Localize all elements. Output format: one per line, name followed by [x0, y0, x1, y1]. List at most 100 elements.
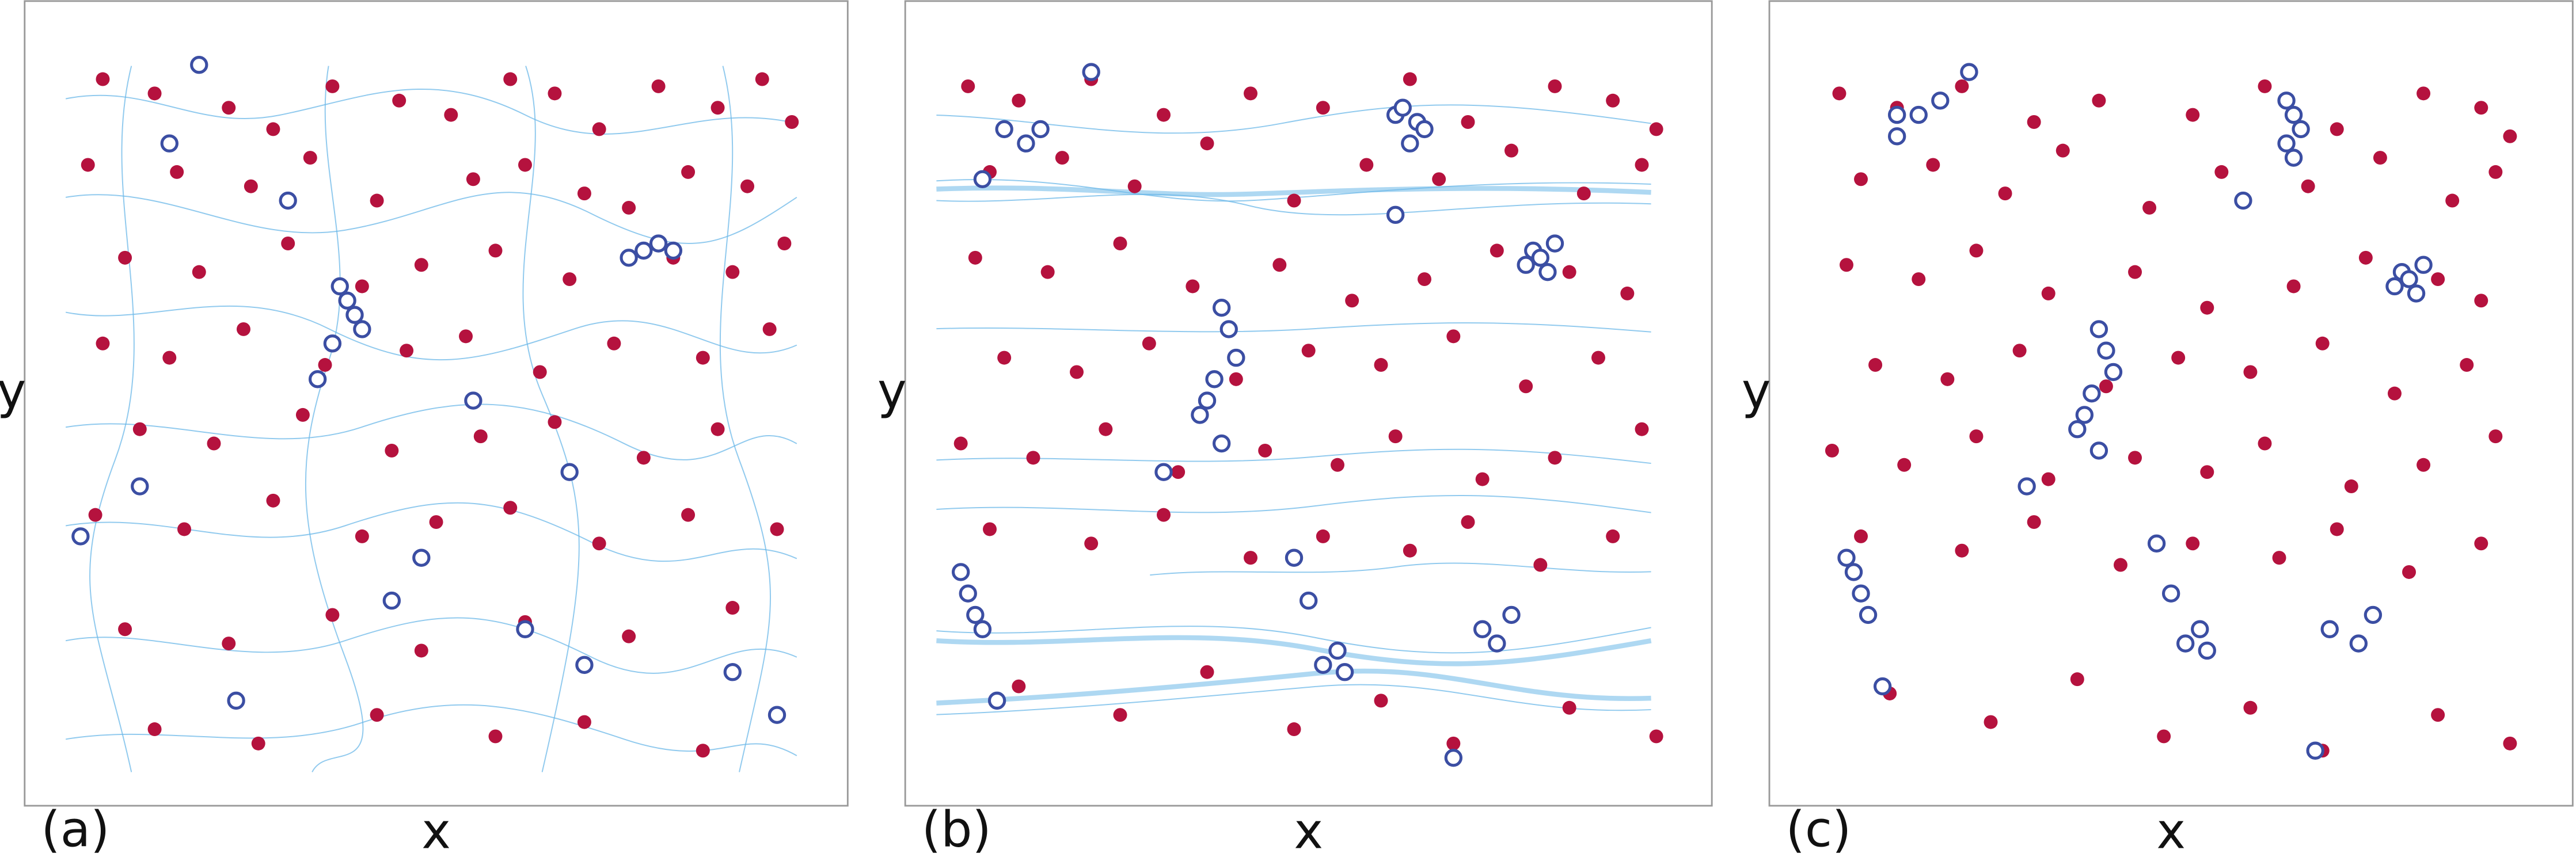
open-point — [2018, 477, 2036, 496]
open-point — [1082, 63, 1100, 81]
trail — [719, 66, 772, 772]
filled-point — [1374, 358, 1388, 372]
trail — [65, 502, 797, 562]
open-point — [1517, 256, 1535, 274]
open-point — [353, 320, 371, 338]
filled-point — [2012, 344, 2027, 358]
open-point — [2097, 341, 2115, 360]
y-axis-label: y — [877, 363, 907, 420]
trail — [936, 179, 1651, 202]
filled-point — [1591, 351, 1605, 365]
open-point — [2068, 420, 2087, 439]
open-point — [1909, 105, 1928, 124]
open-point — [2089, 320, 2108, 338]
filled-point — [81, 158, 95, 172]
filled-point — [1969, 429, 1984, 444]
open-point — [2104, 363, 2123, 382]
open-point — [1473, 620, 1492, 638]
filled-point — [2092, 93, 2106, 108]
open-point — [1444, 748, 1463, 767]
filled-point — [281, 237, 295, 250]
open-point — [308, 370, 327, 388]
filled-point — [222, 637, 236, 651]
open-point — [2075, 406, 2094, 424]
filled-point — [2113, 558, 2127, 572]
open-point — [1887, 127, 1906, 146]
filled-point — [1040, 265, 1055, 279]
open-point — [2089, 441, 2108, 460]
filled-point — [2186, 536, 2200, 551]
filled-point — [2243, 700, 2258, 715]
filled-point — [1548, 79, 1562, 93]
filled-point — [2445, 193, 2460, 208]
filled-point — [1446, 736, 1461, 750]
open-point — [2284, 148, 2303, 167]
filled-point — [1113, 237, 1127, 250]
filled-point — [2041, 472, 2056, 486]
filled-point — [636, 451, 651, 465]
trail — [936, 684, 1651, 715]
open-point — [951, 563, 970, 581]
open-point — [2147, 534, 2166, 553]
filled-point — [488, 243, 503, 258]
y-axis-label: y — [1742, 363, 1771, 420]
filled-point — [548, 415, 562, 429]
filled-point — [2171, 351, 2186, 365]
filled-point — [207, 436, 221, 451]
filled-point — [2330, 522, 2344, 536]
open-point — [2385, 277, 2404, 296]
filled-point — [740, 179, 755, 193]
open-point — [1285, 548, 1304, 567]
filled-point — [1984, 715, 1998, 729]
open-point — [768, 706, 787, 724]
open-point — [2191, 620, 2209, 638]
filled-point — [651, 79, 666, 93]
filled-point — [1186, 279, 1200, 294]
filled-point — [1345, 294, 1359, 308]
filled-point — [1316, 101, 1330, 115]
filled-point — [414, 643, 428, 658]
filled-point — [2200, 300, 2214, 315]
filled-point — [681, 165, 696, 179]
x-axis-label: x — [2156, 803, 2186, 860]
open-point — [1873, 677, 1892, 696]
filled-point — [1099, 422, 1113, 436]
open-point — [2083, 384, 2101, 403]
open-point — [330, 277, 349, 296]
filled-point — [1142, 336, 1156, 351]
filled-point — [1854, 529, 1868, 543]
filled-point — [355, 529, 369, 543]
filled-point — [1084, 536, 1099, 551]
filled-point — [1832, 86, 1846, 101]
filled-point — [2272, 551, 2286, 565]
open-point — [1393, 98, 1412, 117]
trail — [936, 322, 1651, 333]
filled-point — [2070, 672, 2084, 687]
filled-point — [2431, 272, 2445, 287]
open-point — [966, 605, 985, 624]
filled-point — [2128, 451, 2142, 465]
open-point — [1227, 348, 1245, 367]
filled-point — [1012, 679, 1026, 694]
trail — [936, 626, 1651, 654]
trail — [89, 66, 135, 772]
filled-point — [466, 172, 480, 186]
trail — [65, 704, 797, 756]
filled-point — [251, 736, 265, 750]
filled-point — [1940, 372, 1955, 386]
trail — [936, 185, 1651, 197]
filled-point — [355, 279, 369, 294]
filled-point — [1244, 86, 1257, 101]
filled-point — [1562, 700, 1576, 715]
filled-point — [1418, 272, 1431, 287]
filled-point — [473, 429, 488, 444]
trail — [522, 66, 580, 772]
filled-point — [295, 407, 310, 422]
open-point — [160, 134, 178, 153]
filled-point — [118, 622, 132, 637]
filled-point — [622, 200, 636, 215]
open-point — [2234, 191, 2252, 210]
filled-point — [2200, 465, 2214, 479]
open-point — [323, 334, 342, 353]
